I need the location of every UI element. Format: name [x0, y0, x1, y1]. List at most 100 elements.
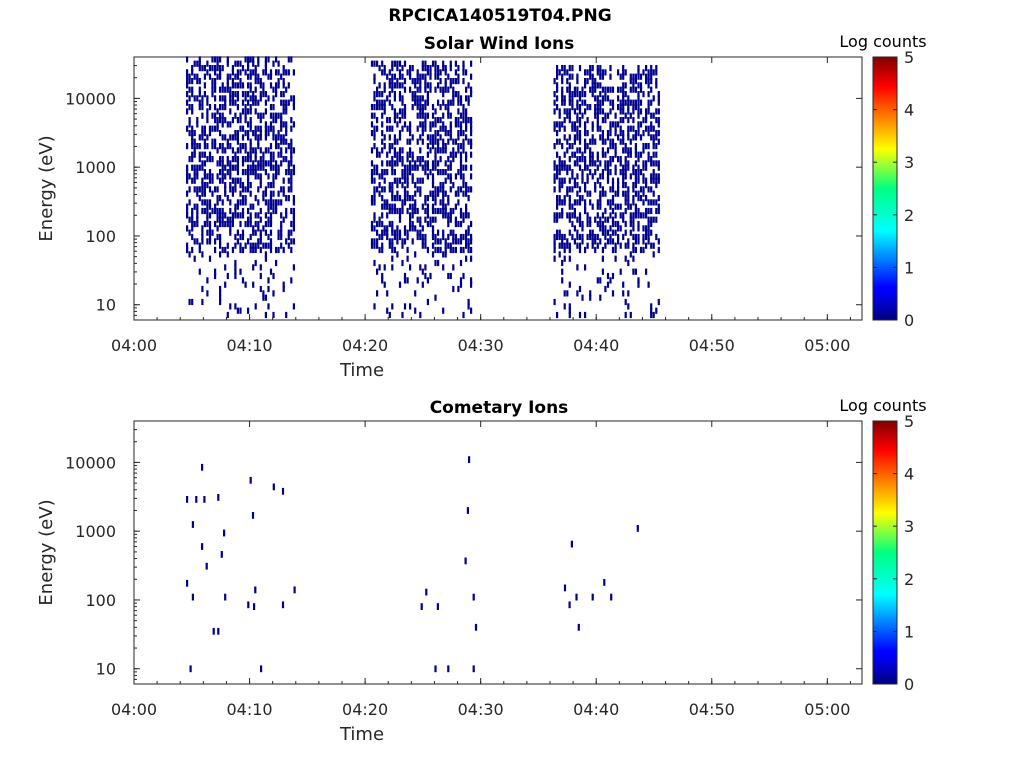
data-cell	[388, 99, 391, 106]
data-cell	[568, 195, 571, 202]
colorbar-tick-label: 1	[904, 258, 914, 277]
data-cell	[406, 229, 409, 236]
data-cell	[249, 125, 252, 132]
data-cell	[472, 593, 475, 601]
data-cell	[249, 233, 252, 241]
data-cell	[596, 117, 599, 124]
data-cell	[188, 121, 191, 128]
data-cell	[596, 121, 599, 128]
data-cell	[376, 147, 379, 154]
data-cell	[416, 277, 419, 284]
data-cell	[224, 186, 227, 193]
data-cell	[606, 199, 610, 206]
data-cell	[285, 138, 288, 145]
data-cell	[280, 186, 283, 193]
data-cell	[604, 69, 607, 76]
data-cell	[568, 199, 571, 206]
data-cell	[624, 229, 627, 236]
data-cell	[581, 151, 584, 158]
data-cell	[556, 65, 559, 72]
data-cell	[272, 130, 275, 137]
data-cell	[655, 82, 658, 89]
data-cell	[191, 212, 194, 219]
data-cell	[447, 242, 450, 249]
data-cell	[647, 151, 650, 158]
data-cell	[269, 125, 273, 132]
data-cell	[637, 151, 640, 158]
data-cell	[617, 121, 620, 128]
data-cell	[609, 65, 612, 72]
data-cell	[386, 225, 389, 232]
data-cell	[578, 95, 582, 102]
data-cell	[655, 78, 658, 85]
data-cell	[376, 104, 379, 111]
data-cell	[655, 173, 658, 180]
data-cell	[241, 207, 245, 215]
data-cell	[239, 60, 242, 67]
data-cell	[624, 220, 627, 228]
data-cell	[203, 160, 206, 167]
data-cell	[424, 60, 427, 67]
data-cell	[398, 95, 402, 102]
data-cell	[403, 104, 407, 111]
data-cell	[391, 225, 394, 232]
data-cell	[558, 229, 561, 236]
data-cell	[617, 220, 620, 228]
data-cell	[259, 233, 262, 241]
data-cell	[632, 268, 635, 275]
data-cell	[224, 86, 227, 93]
data-cell	[247, 130, 250, 137]
data-cell	[614, 255, 617, 262]
data-cell	[383, 86, 386, 93]
data-cell	[260, 665, 263, 673]
data-cell	[556, 233, 559, 241]
data-cell	[578, 147, 582, 154]
data-cell	[459, 233, 463, 241]
data-cell	[462, 216, 465, 223]
data-cell	[381, 160, 384, 167]
data-cell	[437, 259, 440, 267]
data-cell	[629, 220, 632, 228]
data-cell	[241, 199, 245, 206]
data-cell	[406, 164, 409, 171]
data-cell	[257, 212, 260, 219]
data-cell	[376, 220, 379, 228]
data-cell	[191, 78, 194, 85]
data-cell	[401, 203, 404, 210]
data-cell	[264, 134, 267, 141]
data-cell	[398, 177, 402, 184]
data-cell	[429, 125, 432, 132]
data-cell	[622, 104, 625, 111]
data-cell	[393, 177, 396, 184]
data-cell	[236, 104, 239, 111]
data-cell	[470, 307, 473, 314]
data-cell	[589, 151, 592, 158]
data-cell	[611, 199, 615, 206]
data-cell	[556, 104, 559, 111]
data-cell	[396, 190, 399, 197]
data-cell	[409, 225, 412, 232]
data-cell	[267, 216, 270, 223]
data-cell	[419, 82, 422, 89]
data-cell	[632, 212, 635, 219]
data-cell	[388, 311, 391, 319]
data-cell	[556, 86, 559, 93]
data-cell	[396, 233, 399, 241]
data-cell	[596, 65, 599, 72]
data-cell	[457, 91, 460, 98]
data-cell	[632, 82, 635, 89]
data-cell	[277, 143, 280, 150]
data-cell	[634, 147, 637, 154]
data-cell	[221, 169, 224, 176]
data-cell	[216, 207, 219, 215]
data-cell	[589, 86, 592, 93]
data-cell	[561, 238, 564, 245]
data-cell	[186, 246, 189, 254]
data-cell	[409, 164, 412, 171]
data-cell	[601, 255, 604, 262]
data-cell	[584, 108, 587, 115]
data-cell	[586, 190, 589, 197]
data-cell	[216, 195, 219, 202]
data-cell	[229, 143, 232, 150]
